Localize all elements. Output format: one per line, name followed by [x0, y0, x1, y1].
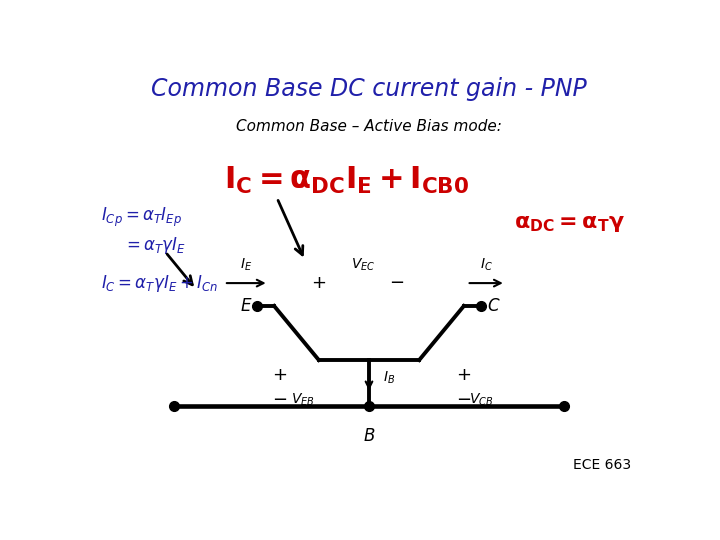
Text: $I_C = \alpha_T \gamma I_E + I_{Cn}$: $I_C = \alpha_T \gamma I_E + I_{Cn}$	[101, 273, 218, 294]
Text: $V_{EC}$: $V_{EC}$	[351, 256, 376, 273]
Text: −: −	[456, 390, 472, 409]
Text: $I_B$: $I_B$	[383, 369, 395, 386]
Text: ECE 663: ECE 663	[573, 458, 631, 472]
Text: $\mathbf{\alpha_{DC} = \alpha_T \gamma}$: $\mathbf{\alpha_{DC} = \alpha_T \gamma}$	[514, 214, 626, 234]
Text: $V_{CB}$: $V_{CB}$	[469, 391, 494, 408]
Text: $V_{EB}$: $V_{EB}$	[291, 391, 315, 408]
Text: −: −	[272, 390, 287, 409]
Text: $I_C$: $I_C$	[480, 256, 492, 273]
Text: E: E	[240, 297, 251, 315]
Text: B: B	[364, 427, 374, 444]
Text: $= \alpha_T \gamma I_E$: $= \alpha_T \gamma I_E$	[124, 235, 186, 256]
Text: $I_{Cp} = \alpha_T I_{Ep}$: $I_{Cp} = \alpha_T I_{Ep}$	[101, 206, 182, 230]
Text: C: C	[487, 297, 499, 315]
Text: Common Base – Active Bias mode:: Common Base – Active Bias mode:	[236, 119, 502, 134]
Text: Common Base DC current gain - PNP: Common Base DC current gain - PNP	[151, 77, 587, 102]
Text: $I_E$: $I_E$	[240, 256, 252, 273]
Text: +: +	[311, 274, 326, 292]
Text: −: −	[390, 274, 405, 292]
Text: $\mathbf{I_C = \alpha_{DC} I_E + I_{CB0}}$: $\mathbf{I_C = \alpha_{DC} I_E + I_{CB0}…	[224, 165, 469, 195]
Text: +: +	[456, 366, 472, 383]
Text: +: +	[272, 366, 287, 383]
